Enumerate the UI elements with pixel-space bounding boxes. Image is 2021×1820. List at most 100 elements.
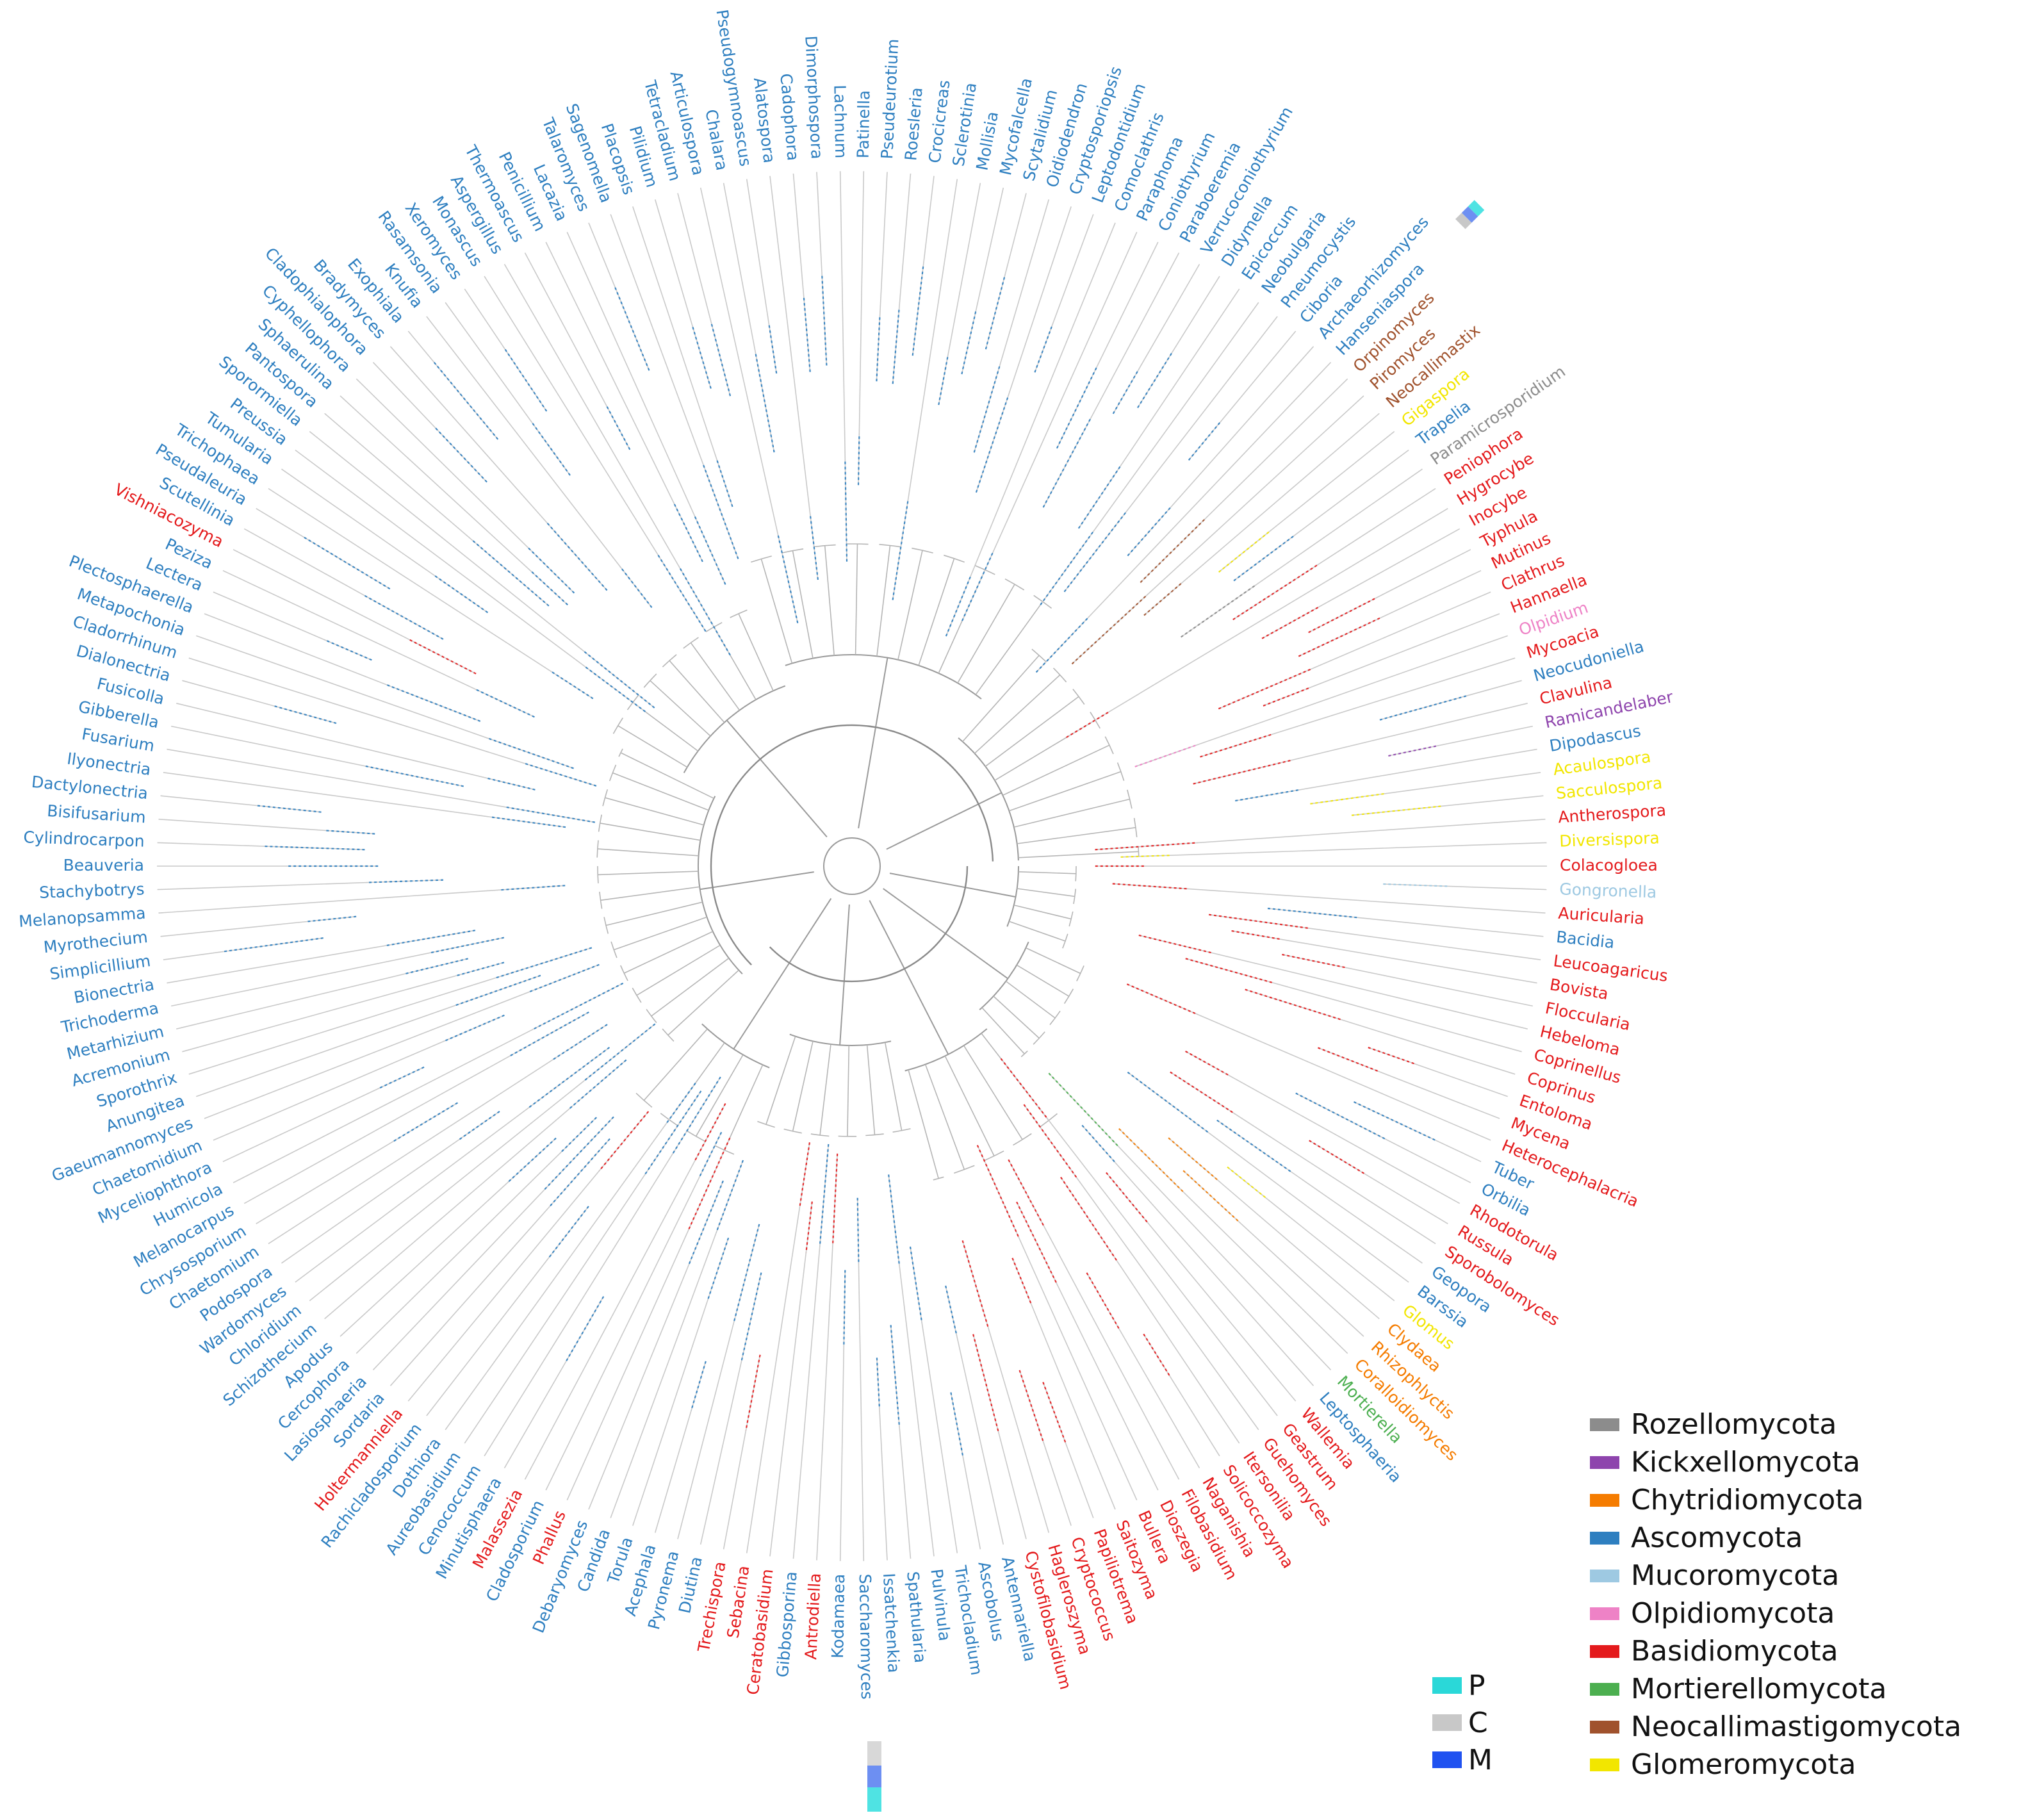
leaf-branch bbox=[262, 845, 365, 851]
leaf-branch bbox=[1095, 842, 1198, 851]
leaf-branch bbox=[1232, 563, 1320, 621]
leaf-branch bbox=[1200, 733, 1274, 758]
leaf-branch bbox=[523, 762, 597, 787]
clade-arc bbox=[1133, 817, 1138, 837]
leaf-branch bbox=[665, 1083, 696, 1126]
clade-arc bbox=[1063, 988, 1074, 1004]
leaf-connector bbox=[1235, 748, 1537, 801]
leaf-connector bbox=[858, 171, 865, 486]
clade-stem bbox=[993, 996, 1040, 1039]
leaf-connector bbox=[1208, 914, 1541, 960]
clade-stem bbox=[1017, 888, 1075, 898]
leaf-connector bbox=[1120, 842, 1547, 858]
legend-swatch-mucoromycota bbox=[1590, 1570, 1619, 1582]
leaf-connector bbox=[389, 1138, 610, 1386]
leaf-connector bbox=[268, 488, 594, 700]
leaf-connector bbox=[324, 413, 550, 607]
legend-label-rozellomycota: Rozellomycota bbox=[1631, 1408, 1837, 1441]
legend-label-kickxellomycota: Kickxellomycota bbox=[1631, 1446, 1860, 1479]
clade-arc bbox=[618, 748, 623, 757]
leaf-connector bbox=[961, 187, 1004, 375]
clade-stem bbox=[651, 958, 730, 1017]
leaf-branch bbox=[687, 1137, 731, 1232]
leaf-branch bbox=[1042, 1382, 1067, 1443]
leaf-label: Cylindrocarpon bbox=[23, 828, 145, 850]
leaf-branch bbox=[799, 1142, 810, 1206]
clade-arc bbox=[1004, 578, 1025, 591]
leaf-connector bbox=[1126, 983, 1491, 1141]
leaf-connector bbox=[167, 748, 595, 823]
leaf-connector bbox=[503, 1296, 604, 1469]
leaf-connector bbox=[723, 1354, 761, 1550]
leaf-connector bbox=[856, 1197, 865, 1561]
leaf-connector bbox=[1000, 1058, 1278, 1416]
clade-arc bbox=[610, 941, 618, 958]
leaf-connector bbox=[1383, 883, 1547, 890]
leaf-connector bbox=[977, 1145, 1138, 1501]
clade-arc bbox=[865, 1133, 884, 1136]
leaf-label: Dactylonectria bbox=[31, 773, 149, 803]
leaf-connector bbox=[426, 1206, 589, 1416]
leaf-connector bbox=[545, 242, 703, 562]
leaf-connector bbox=[176, 958, 468, 1029]
leaf-label: Stachybotrys bbox=[39, 880, 145, 902]
leaf-label: Alatospora bbox=[750, 76, 779, 164]
leaf-connector bbox=[876, 172, 888, 382]
clade-stem bbox=[623, 931, 714, 974]
leaf-branch bbox=[550, 670, 594, 700]
clade-stem bbox=[1017, 827, 1136, 844]
leaf-label: Beauveria bbox=[63, 856, 144, 874]
leaf-branch bbox=[529, 570, 568, 606]
leaf-branch bbox=[1120, 855, 1172, 858]
leaf-label: Melanopsamma bbox=[18, 904, 146, 931]
leaf-connector bbox=[213, 591, 372, 661]
leaf-branch bbox=[1261, 607, 1319, 639]
leaf-connector bbox=[204, 964, 600, 1119]
leaf-connector bbox=[163, 772, 566, 828]
leaf-connector bbox=[356, 378, 575, 594]
leaf-labels: Colacogloea Gongronella AuriculariaBacidia… bbox=[18, 8, 1675, 1700]
legend-label-ascomycota: Ascomycota bbox=[1631, 1521, 1803, 1554]
leaf-branch bbox=[1077, 464, 1122, 529]
clade-arc bbox=[1127, 789, 1133, 809]
leaf-connector bbox=[1066, 508, 1448, 738]
clade-stem bbox=[974, 675, 1061, 754]
leaf-connector bbox=[389, 346, 608, 591]
clade-arc bbox=[783, 1128, 802, 1134]
clade-stem bbox=[858, 657, 888, 829]
leaf-branch bbox=[1235, 789, 1298, 802]
leaf-branch bbox=[405, 958, 468, 974]
leaf-connector bbox=[1011, 1258, 1116, 1510]
leaf-connector bbox=[1388, 725, 1533, 757]
leaf-branch bbox=[945, 577, 971, 637]
leaf-branch bbox=[1295, 1092, 1387, 1141]
clade-stem bbox=[612, 772, 709, 811]
clade-stem bbox=[847, 1045, 850, 1136]
leaf-label: Issatchenkia bbox=[880, 1573, 903, 1673]
leaf-branch bbox=[961, 311, 977, 375]
leaf-connector bbox=[890, 1325, 912, 1559]
clade-arc bbox=[643, 673, 657, 688]
clade-stem bbox=[700, 871, 814, 890]
leaf-label: Colacogloea bbox=[1560, 856, 1658, 874]
leaf-label: Diversispora bbox=[1559, 828, 1660, 850]
leaf-branch bbox=[1227, 1166, 1268, 1200]
leaf-label: Pulvinula bbox=[927, 1568, 954, 1642]
leaf-connector bbox=[961, 231, 1138, 621]
leaf-branch bbox=[1112, 883, 1190, 890]
leaf-branch bbox=[1034, 324, 1054, 373]
leaf-connector bbox=[233, 549, 477, 675]
clade-stem bbox=[908, 1069, 939, 1179]
leaf-connector bbox=[1309, 1140, 1448, 1224]
legend-swatch-chytridiomycota bbox=[1590, 1494, 1619, 1507]
leaf-branch bbox=[733, 1224, 760, 1324]
clade-stem bbox=[962, 655, 1040, 742]
leaf-connector bbox=[632, 206, 733, 507]
leaf-connector bbox=[1368, 1047, 1508, 1097]
leaf-branch bbox=[890, 1325, 901, 1427]
leaf-label: Antrodiella bbox=[801, 1573, 824, 1660]
leaf-branch bbox=[716, 457, 733, 507]
leaf-branch bbox=[1218, 668, 1313, 710]
leaf-branch bbox=[805, 1201, 813, 1253]
clade-stem bbox=[724, 1064, 764, 1151]
